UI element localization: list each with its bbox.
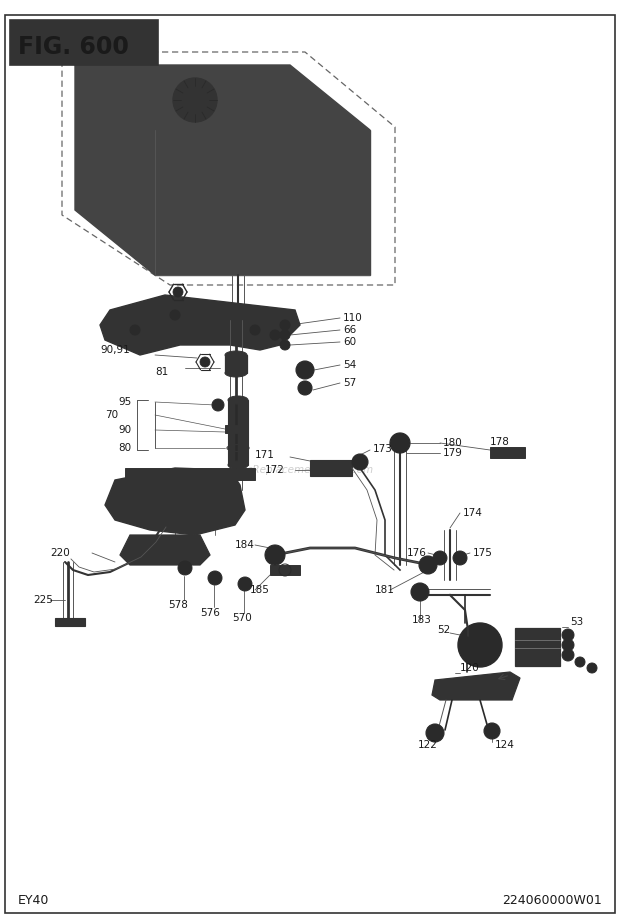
Bar — [270, 565, 300, 575]
Circle shape — [173, 78, 217, 122]
Bar — [225, 425, 247, 433]
Bar — [228, 400, 248, 465]
Text: 172: 172 — [265, 465, 285, 475]
Text: 183: 183 — [412, 615, 432, 625]
Circle shape — [173, 287, 183, 297]
Text: EY40: EY40 — [18, 893, 50, 906]
Circle shape — [575, 657, 585, 667]
Polygon shape — [120, 535, 210, 565]
Text: 124: 124 — [495, 740, 515, 750]
Circle shape — [587, 663, 597, 673]
Text: 225: 225 — [33, 595, 53, 605]
Circle shape — [238, 577, 252, 591]
Circle shape — [562, 649, 574, 661]
Text: 52: 52 — [437, 625, 450, 635]
Text: 110: 110 — [343, 313, 363, 323]
Text: 180: 180 — [443, 438, 463, 448]
Text: 175: 175 — [473, 548, 493, 558]
Text: 220: 220 — [50, 548, 69, 558]
Text: 70: 70 — [105, 410, 118, 420]
Text: 181: 181 — [375, 585, 395, 595]
Bar — [125, 468, 255, 480]
Circle shape — [468, 633, 492, 657]
Bar — [490, 447, 525, 458]
Polygon shape — [105, 468, 245, 535]
Circle shape — [426, 724, 444, 742]
Circle shape — [270, 330, 280, 340]
Circle shape — [411, 583, 429, 601]
Ellipse shape — [228, 461, 248, 469]
Bar — [310, 460, 352, 476]
Text: 179: 179 — [443, 448, 463, 458]
Text: 122: 122 — [418, 740, 438, 750]
Text: 81: 81 — [155, 367, 168, 377]
Text: 174: 174 — [463, 508, 483, 518]
Circle shape — [458, 623, 502, 667]
Circle shape — [280, 340, 290, 350]
Circle shape — [280, 330, 290, 340]
Circle shape — [562, 629, 574, 641]
Circle shape — [130, 325, 140, 335]
Ellipse shape — [225, 351, 247, 359]
Circle shape — [419, 556, 437, 574]
Text: 570: 570 — [232, 613, 252, 623]
Bar — [225, 355, 247, 373]
Text: 53: 53 — [570, 617, 583, 627]
Circle shape — [298, 381, 312, 395]
Polygon shape — [75, 65, 370, 130]
Circle shape — [208, 571, 222, 585]
Text: 90,91: 90,91 — [100, 345, 130, 355]
Circle shape — [200, 357, 210, 367]
Text: 171: 171 — [255, 450, 275, 460]
Bar — [10, 20, 158, 65]
Circle shape — [250, 325, 260, 335]
Bar — [55, 618, 85, 626]
Ellipse shape — [228, 396, 248, 404]
Text: 224060000W01: 224060000W01 — [502, 893, 602, 906]
Polygon shape — [432, 672, 520, 700]
Text: 57: 57 — [343, 378, 356, 388]
Circle shape — [265, 545, 285, 565]
Text: 576: 576 — [200, 608, 220, 618]
Circle shape — [390, 433, 410, 453]
Text: 54: 54 — [343, 360, 356, 370]
Circle shape — [280, 320, 290, 330]
Text: eReplacementParts.com: eReplacementParts.com — [246, 465, 374, 475]
Polygon shape — [75, 65, 155, 275]
Polygon shape — [155, 130, 370, 275]
Ellipse shape — [225, 369, 247, 377]
Text: 66: 66 — [343, 325, 356, 335]
Polygon shape — [100, 295, 300, 355]
Text: 173: 173 — [373, 444, 393, 454]
Bar — [515, 628, 560, 666]
Circle shape — [461, 637, 473, 649]
Circle shape — [296, 361, 314, 379]
Text: 95: 95 — [118, 397, 131, 407]
Circle shape — [433, 551, 447, 565]
Circle shape — [178, 561, 192, 575]
Circle shape — [181, 86, 209, 114]
Text: 185: 185 — [250, 585, 270, 595]
Circle shape — [170, 310, 180, 320]
Text: 60: 60 — [343, 337, 356, 347]
Text: 80: 80 — [118, 443, 131, 453]
Text: 578: 578 — [168, 600, 188, 610]
Circle shape — [562, 639, 574, 651]
Circle shape — [212, 399, 224, 411]
Text: FIG. 600: FIG. 600 — [18, 35, 129, 59]
Text: 176: 176 — [407, 548, 427, 558]
Circle shape — [453, 551, 467, 565]
Text: 120: 120 — [460, 663, 480, 673]
Circle shape — [484, 723, 500, 739]
Circle shape — [352, 454, 368, 470]
Text: 90: 90 — [118, 425, 131, 435]
Text: 184: 184 — [235, 540, 255, 550]
Text: 178: 178 — [490, 437, 510, 447]
